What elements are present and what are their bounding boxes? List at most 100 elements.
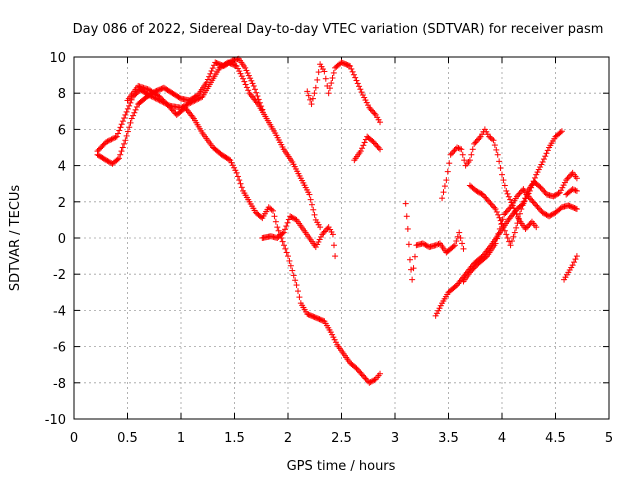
data-point (377, 146, 384, 153)
data-point (433, 310, 440, 317)
data-point (225, 156, 232, 163)
data-point (375, 144, 382, 151)
data-point (316, 236, 323, 243)
data-point (204, 76, 211, 83)
data-point (328, 80, 335, 87)
data-point (531, 174, 538, 181)
data-point (533, 171, 540, 178)
data-point (101, 156, 108, 163)
data-point (121, 140, 128, 147)
data-point (507, 196, 514, 203)
data-point (496, 158, 503, 165)
data-point (541, 188, 548, 195)
data-point (517, 189, 524, 196)
data-point (565, 174, 572, 181)
data-point (496, 225, 503, 232)
data-point (103, 139, 110, 146)
data-point (354, 80, 361, 87)
data-point (488, 201, 495, 208)
data-point (439, 195, 446, 202)
data-point (515, 215, 522, 222)
data-point (538, 185, 545, 192)
data-point (501, 182, 508, 189)
data-point (495, 230, 502, 237)
data-point (404, 225, 411, 232)
data-point (572, 205, 579, 212)
data-point (493, 208, 500, 215)
data-point (236, 68, 243, 75)
data-point (167, 104, 174, 111)
data-point (229, 162, 236, 169)
data-point (244, 70, 251, 77)
data-point (164, 101, 171, 108)
data-point (406, 256, 413, 263)
data-point (112, 134, 119, 141)
data-point (117, 124, 124, 131)
data-point (290, 272, 297, 279)
data-point (227, 157, 234, 164)
data-point (459, 151, 466, 158)
data-point (274, 224, 281, 231)
data-point (130, 112, 137, 119)
data-point (468, 151, 475, 158)
data-point (321, 228, 328, 235)
data-point (473, 187, 480, 194)
data-point (374, 143, 381, 150)
data-point (523, 224, 530, 231)
data-point (206, 73, 213, 80)
data-point (354, 366, 361, 373)
data-point (535, 166, 542, 173)
data-point (324, 225, 331, 232)
data-point (540, 210, 547, 217)
data-point (121, 115, 128, 122)
data-point (359, 145, 366, 152)
data-point (403, 213, 410, 220)
data-point (238, 184, 245, 191)
data-point (320, 229, 327, 236)
data-point (548, 211, 555, 218)
data-point (123, 108, 130, 115)
y-tick-label: -6 (53, 341, 66, 356)
data-point (275, 227, 282, 234)
data-point (551, 192, 558, 199)
data-point (506, 205, 513, 212)
data-point (286, 257, 293, 264)
data-point (358, 371, 365, 378)
data-point (289, 267, 296, 274)
data-point (511, 229, 518, 236)
x-tick-label: 4 (498, 431, 506, 446)
y-tick-label: 8 (58, 87, 66, 102)
data-point (345, 62, 352, 69)
data-point (402, 200, 409, 207)
data-point (329, 231, 336, 238)
y-tick-label: -2 (53, 268, 66, 283)
data-point (571, 259, 578, 266)
data-point (352, 74, 359, 81)
data-point (357, 148, 364, 155)
y-tick-labels: -10 -8 -6 -4 -2 0 2 4 6 8 10 (45, 51, 66, 428)
data-point (550, 193, 557, 200)
data-point (247, 75, 254, 82)
data-point (432, 242, 439, 249)
data-point (504, 190, 511, 197)
data-point (115, 130, 122, 137)
data-point (317, 233, 324, 240)
data-point (573, 206, 580, 213)
data-point (306, 191, 313, 198)
data-point (471, 140, 478, 147)
data-point (307, 96, 314, 103)
data-point (456, 145, 463, 152)
data-point (287, 213, 294, 220)
data-point (410, 265, 417, 272)
data-point (283, 223, 290, 230)
data-point (543, 150, 550, 157)
data-point (312, 244, 319, 251)
data-point (322, 75, 329, 82)
data-point (456, 229, 463, 236)
data-point (330, 334, 337, 341)
data-point (259, 106, 266, 113)
data-point (476, 135, 483, 142)
data-point (361, 374, 368, 381)
data-point (256, 99, 263, 106)
data-point (436, 305, 443, 312)
